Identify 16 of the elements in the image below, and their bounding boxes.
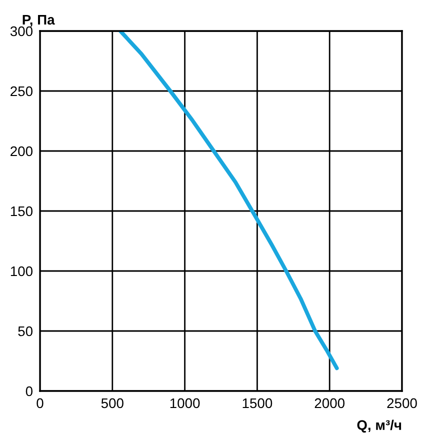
line-series	[118, 31, 339, 370]
x-axis-title: Q, м³/ч	[357, 420, 402, 433]
y-tick-label: 100	[10, 266, 33, 276]
x-tick-label: 2500	[387, 398, 417, 408]
y-tick-label: 200	[10, 146, 33, 156]
x-tick-label: 1500	[242, 398, 272, 408]
y-tick-label: 50	[18, 326, 33, 336]
x-tick-label: 0	[36, 398, 44, 408]
x-tick-label: 2000	[314, 398, 345, 408]
y-tick-label: 250	[10, 86, 33, 96]
x-tick-label: 1000	[170, 398, 200, 408]
y-tick-label: 300	[10, 26, 33, 36]
y-tick-label: 0	[26, 386, 33, 396]
x-tick-label: 500	[101, 398, 124, 408]
y-axis-title: P, Па	[22, 14, 55, 27]
y-tick-label: 150	[10, 206, 33, 216]
